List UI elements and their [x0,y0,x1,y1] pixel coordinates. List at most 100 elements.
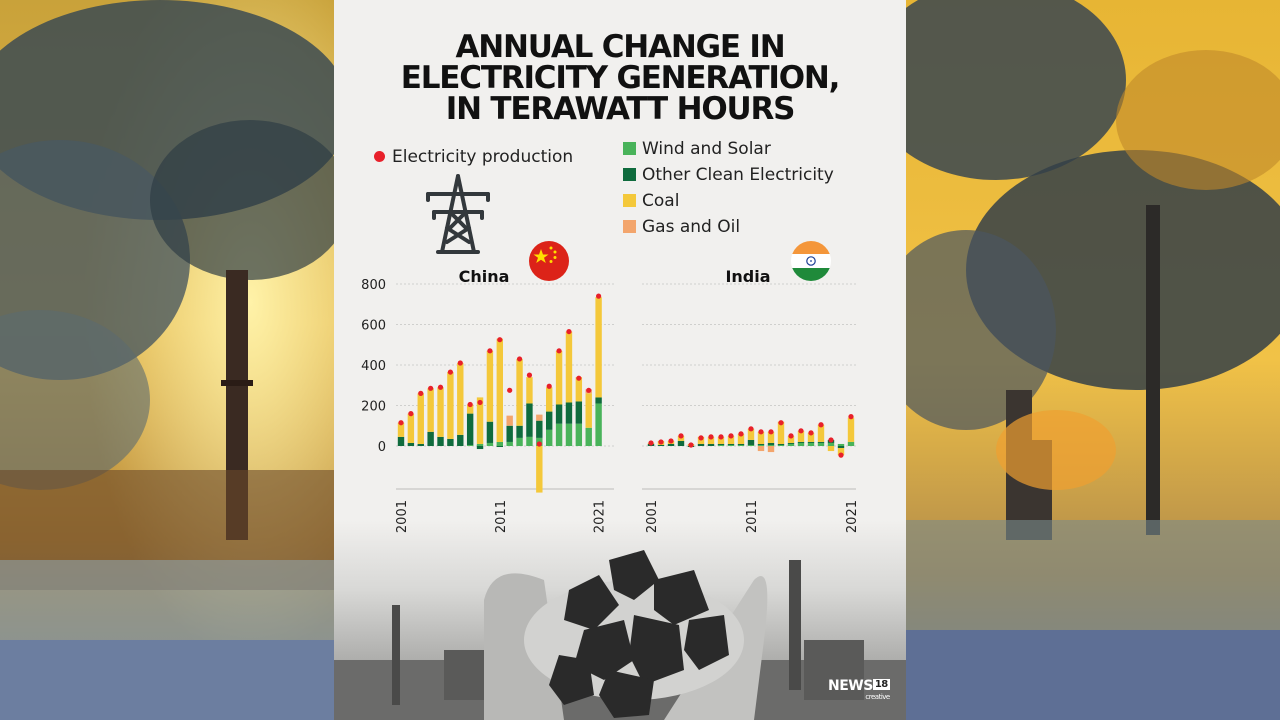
india-bar-other-clean-electricity [787,442,795,444]
india-bar-other-clean-electricity [767,442,775,445]
china-bar-wind-and-solar [496,441,503,446]
brand-number: 18 [872,679,890,690]
india-bar-coal [717,436,725,444]
chart-title: ANNUAL CHANGE IN ELECTRICITY GENERATION,… [334,32,906,125]
china-bar-other-clean-electricity [427,431,434,446]
china-production-point [507,387,513,393]
india-bar-coal [837,448,845,456]
india-bar-other-clean-electricity [757,443,765,445]
india-bar-wind-and-solar [787,443,795,446]
legend-gas-oil-label: Gas and Oil [642,217,741,237]
india-production-point [748,426,754,432]
china-bar-coal [565,331,573,403]
coal-swatch [623,194,636,207]
transmission-tower-icon [426,174,490,254]
china-bar-other-clean-electricity [397,436,405,446]
india-production-point [778,420,784,426]
china-production-point [418,390,424,396]
gas-oil-swatch [623,220,636,233]
india-production-point [818,422,824,428]
infographic-panel: ANNUAL CHANGE IN ELECTRICITY GENERATION,… [334,0,906,720]
legend-production: Electricity production [374,147,573,167]
china-ytick-label: 400 [361,359,386,374]
china-bar-coal [486,350,494,422]
production-dot-icon [374,151,385,162]
india-bar-other-clean-electricity [657,444,665,446]
china-production-point [408,411,414,417]
china-flag-icon [529,241,569,281]
china-bar-other-clean-electricity [496,446,503,448]
china-production-point [428,385,434,391]
china-bar-coal [437,387,444,437]
india-bar-wind-and-solar [797,442,805,446]
china-bar-coal [476,397,484,444]
china-ytick-label: 600 [361,319,386,334]
china-production-point [437,384,444,390]
india-bar-other-clean-electricity [777,443,785,445]
india-bar-other-clean-electricity [737,443,745,445]
china-bar-wind-and-solar [516,437,523,446]
china-bar-coal [496,338,503,442]
china-bar-other-clean-electricity [417,443,424,446]
china-bar-other-clean-electricity [476,446,484,450]
india-bar-wind-and-solar [817,442,825,446]
china-production-point [457,360,463,366]
india-flag-icon [791,241,831,281]
china-bar-wind-and-solar [466,444,474,446]
china-xtick-label: 2011 [494,500,509,533]
india-bar-wind-and-solar [767,444,775,446]
india-xtick-label: 2021 [845,500,860,533]
india-bar-coal [787,435,795,443]
india-bar-other-clean-electricity [807,441,815,443]
china-production-point [398,420,404,426]
china-production-point [586,387,592,393]
left-background-photo [0,0,334,720]
china-bar-wind-and-solar [555,423,563,446]
india-bar-coal [827,446,835,452]
china-bar-gas-and-oil [506,415,513,426]
india-bar-wind-and-solar [757,444,765,446]
legend-coal: Coal [623,191,679,211]
china-bar-other-clean-electricity [506,425,513,442]
china-bar-wind-and-solar [546,429,553,446]
china-bar-coal [585,393,592,428]
india-bar-coal [767,431,775,443]
india-bar-wind-and-solar [717,444,725,446]
title-line-1: ANNUAL CHANGE IN [455,29,786,65]
india-production-point [648,440,654,446]
china-bar-coal [407,413,415,443]
china-bar-coal [516,358,523,426]
china-bar-coal [447,372,454,439]
china-bar-other-clean-electricity [546,411,553,430]
india-bar-wind-and-solar [777,444,785,446]
india-bar-coal [847,417,855,442]
india-bar-coal [807,432,815,442]
brand-name: NEWS [828,678,873,694]
china-production-point [447,369,453,375]
india-bar-wind-and-solar [847,441,855,446]
india-bar-other-clean-electricity [697,443,705,446]
india-bar-coal [737,433,745,444]
india-bar-other-clean-electricity [817,441,825,443]
title-line-3: IN TERAWATT HOURS [445,91,796,127]
india-bar-coal [747,428,755,440]
china-bar-wind-and-solar [506,441,513,446]
india-bar-coal [757,431,765,444]
india-xtick-label: 2011 [745,500,760,533]
china-bar-wind-and-solar [565,423,573,446]
legend-other-clean: Other Clean Electricity [623,165,834,185]
china-bar-other-clean-electricity [486,421,494,443]
china-bar-gas-and-oil [536,414,543,421]
china-bar-coal [536,446,543,493]
india-bar-coal [727,435,735,444]
china-ytick-label: 0 [378,440,386,455]
legend-other-clean-label: Other Clean Electricity [642,165,834,185]
india-xtick-label: 2001 [645,500,660,533]
title-line-2: ELECTRICITY GENERATION, [400,60,841,96]
india-production-point [828,437,834,443]
india-bar-other-clean-electricity [717,443,725,445]
china-bar-other-clean-electricity [466,413,474,445]
brand-logo: NEWS 18 creative [828,678,890,701]
india-bar-coal [707,436,715,444]
legend-coal-label: Coal [642,191,680,211]
